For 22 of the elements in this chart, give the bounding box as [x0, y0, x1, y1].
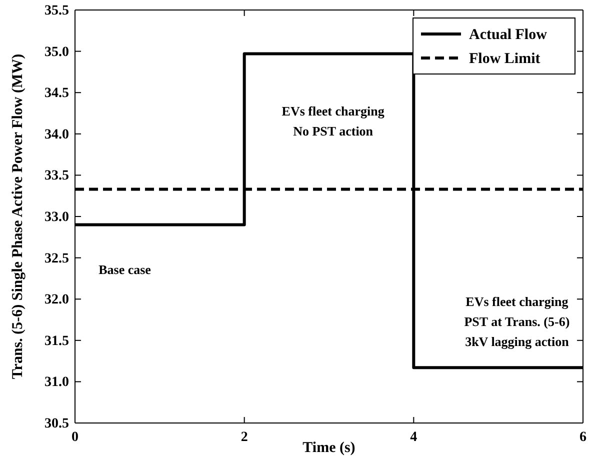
x-tick-label: 0	[72, 430, 78, 445]
legend-label: Flow Limit	[469, 51, 540, 67]
legend-label: Actual Flow	[469, 27, 548, 43]
x-axis-title: Time (s)	[302, 440, 356, 456]
annotation: EVs fleet charging PST at Trans. (5-6) 3kV lagging action	[464, 294, 570, 350]
y-tick-label: 33.5	[44, 168, 69, 184]
y-tick-label: 35.0	[44, 44, 69, 60]
y-tick-label: 30.5	[44, 416, 69, 432]
annotation: EVs fleet charging No PST action	[282, 104, 385, 139]
y-tick-label: 32.5	[44, 251, 69, 266]
x-tick-label: 6	[580, 430, 586, 445]
y-tick-label: 32.0	[44, 292, 69, 308]
y-tick-label: 31.0	[44, 375, 69, 390]
y-tick-label: 33.0	[44, 210, 69, 225]
y-tick-label: 35.5	[44, 3, 69, 18]
y-tick-label: 31.5	[44, 334, 69, 349]
annotation: Base case	[98, 262, 152, 278]
x-tick-label: 2	[240, 430, 248, 445]
x-tick-label: 4	[410, 430, 418, 445]
y-tick-label: 34.5	[44, 86, 69, 102]
y-tick-label: 34.0	[44, 127, 69, 142]
y-axis-title: Trans. (5-6) Single Phase Active Power Flow (MW)	[10, 54, 26, 380]
